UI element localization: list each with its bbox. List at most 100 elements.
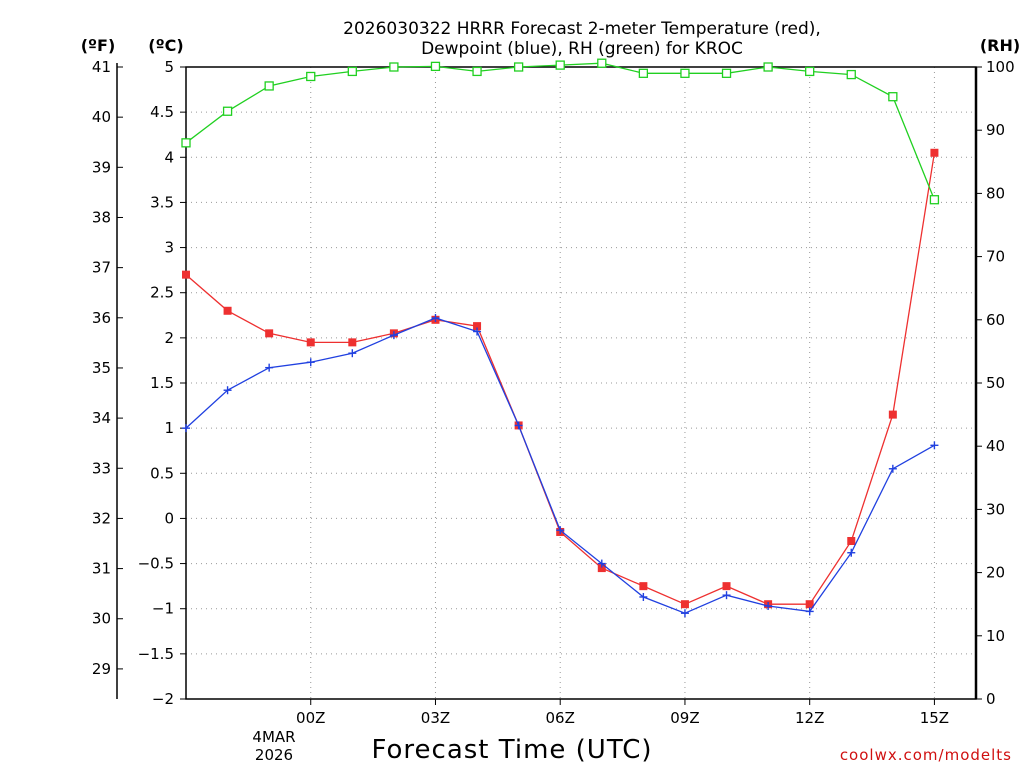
c-tick-label: 2.5 bbox=[150, 284, 174, 302]
dewpoint-point bbox=[556, 526, 565, 535]
rh-point bbox=[181, 138, 191, 148]
dewpoint-point bbox=[722, 591, 731, 600]
x-tick-label: 15Z bbox=[920, 709, 949, 727]
x-axis-label: Forecast Time (UTC) bbox=[371, 735, 652, 765]
c-tick-label: −2 bbox=[152, 690, 174, 708]
temperature-point bbox=[680, 600, 689, 609]
c-tick-label: 2 bbox=[164, 329, 174, 347]
temperature-point bbox=[182, 270, 190, 279]
dewpoint-point bbox=[389, 331, 398, 340]
dewpoint-point bbox=[473, 327, 482, 336]
f-tick-label: 37 bbox=[92, 259, 111, 277]
temperature-point bbox=[265, 329, 274, 338]
rh-tick-label: 40 bbox=[986, 437, 1005, 455]
rh-tick-label: 20 bbox=[986, 564, 1005, 582]
f-tick-label: 39 bbox=[92, 158, 111, 176]
dewpoint-point bbox=[847, 548, 856, 557]
temperature-point bbox=[223, 306, 232, 315]
rh-point bbox=[555, 60, 565, 70]
temperature-point bbox=[930, 148, 939, 157]
f-tick-label: 31 bbox=[92, 560, 111, 578]
dewpoint-point bbox=[265, 363, 274, 372]
rh-tick-label: 30 bbox=[986, 500, 1005, 518]
date-label-year: 2026 bbox=[255, 746, 293, 764]
f-tick-label: 29 bbox=[92, 660, 111, 678]
dewpoint-point bbox=[639, 592, 648, 601]
dewpoint-point bbox=[597, 559, 606, 568]
chart-title-line1: 2026030322 HRRR Forecast 2-meter Tempera… bbox=[343, 19, 821, 39]
rh-point bbox=[805, 66, 815, 77]
temperature-point bbox=[348, 338, 357, 347]
unit-fahrenheit: (ºF) bbox=[81, 36, 116, 55]
f-tick-label: 41 bbox=[92, 58, 111, 76]
dewpoint-point bbox=[930, 441, 939, 450]
f-tick-label: 33 bbox=[92, 459, 111, 477]
f-tick-label: 34 bbox=[92, 409, 111, 427]
dewpoint-point bbox=[514, 421, 523, 430]
c-tick-label: 4.5 bbox=[150, 103, 174, 121]
rh-point bbox=[846, 69, 856, 80]
dewpoint-point bbox=[431, 313, 440, 322]
temperature-point bbox=[805, 600, 814, 609]
rh-tick-label: 100 bbox=[986, 58, 1015, 76]
c-tick-label: 4 bbox=[164, 148, 174, 166]
temperature-point bbox=[847, 537, 856, 545]
grid-lines bbox=[186, 66, 976, 700]
rh-point bbox=[389, 62, 399, 72]
rh-point bbox=[929, 195, 940, 205]
rh-point bbox=[222, 106, 233, 116]
rh-tick-label: 80 bbox=[986, 184, 1005, 202]
rh-point bbox=[264, 81, 274, 91]
date-label-month: 4MAR bbox=[252, 728, 295, 746]
temperature-point bbox=[306, 338, 315, 347]
c-tick-label: −1.5 bbox=[138, 645, 174, 663]
rh-point bbox=[306, 71, 316, 82]
rh-tick-label: 50 bbox=[986, 374, 1005, 392]
c-tick-label: −0.5 bbox=[138, 555, 174, 573]
dewpoint-point bbox=[764, 602, 773, 611]
temperature-point bbox=[473, 322, 482, 331]
rh-point bbox=[347, 66, 357, 77]
rh-tick-label: 60 bbox=[986, 311, 1005, 329]
rh-tick-label: 70 bbox=[986, 248, 1005, 266]
dewpoint-point bbox=[306, 358, 315, 367]
dewpoint-point bbox=[348, 349, 357, 358]
rh-tick-label: 0 bbox=[986, 690, 996, 708]
rh-point bbox=[763, 62, 773, 72]
c-tick-label: 3.5 bbox=[150, 193, 174, 211]
dewpoint-point bbox=[805, 607, 814, 616]
dewpoint-point bbox=[182, 424, 190, 433]
f-tick-label: 40 bbox=[92, 108, 111, 126]
data-series bbox=[181, 58, 940, 618]
dewpoint-point bbox=[888, 464, 897, 473]
rh-point bbox=[513, 62, 524, 72]
c-tick-label: 3 bbox=[164, 239, 174, 257]
f-tick-label: 32 bbox=[92, 509, 111, 527]
dewpoint-point bbox=[680, 609, 689, 618]
dewpoint-point bbox=[223, 386, 232, 395]
unit-rh: (RH) bbox=[980, 36, 1020, 55]
temperature-point bbox=[888, 410, 897, 419]
axes bbox=[116, 63, 982, 705]
rh-point bbox=[721, 68, 732, 78]
f-tick-label: 30 bbox=[92, 610, 111, 628]
rh-point bbox=[638, 68, 649, 78]
temperature-line bbox=[185, 152, 936, 605]
rh-tick-label: 10 bbox=[986, 627, 1005, 645]
c-tick-label: 5 bbox=[164, 58, 174, 76]
unit-celsius: (ºC) bbox=[148, 36, 183, 55]
temperature-point bbox=[639, 582, 648, 591]
c-tick-label: 0.5 bbox=[150, 464, 174, 482]
rh-point bbox=[472, 66, 482, 77]
tick-labels: 5 4.5 4 3.5 3 2.5 2 1.5 1 0.5 0 −0.5 −1 −1.5 −2 00Z 03Z 0… bbox=[92, 58, 1015, 727]
c-tick-label: 1 bbox=[164, 419, 174, 437]
temperature-point bbox=[597, 564, 606, 573]
x-tick-label: 00Z bbox=[296, 709, 325, 727]
f-tick-label: 36 bbox=[92, 309, 111, 327]
x-tick-label: 03Z bbox=[421, 709, 450, 727]
f-tick-label: 38 bbox=[92, 208, 111, 226]
x-tick-label: 06Z bbox=[546, 709, 575, 727]
c-tick-label: 1.5 bbox=[150, 374, 174, 392]
rh-point bbox=[680, 68, 690, 78]
